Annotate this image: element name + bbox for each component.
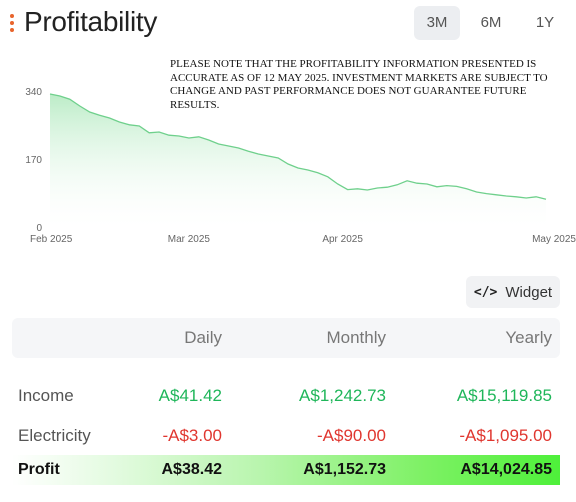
- table-header: Daily Monthly Yearly: [12, 318, 560, 358]
- chart-svg: 0 170 340 Feb 2025 Mar 2025 Apr 2025 May 2025: [25, 87, 576, 245]
- profit-yearly: A$14,024.85: [460, 461, 552, 478]
- row-label: Income: [18, 386, 74, 405]
- x-axis-ticks: Feb 2025 Mar 2025 Apr 2025 May 2025: [30, 234, 576, 245]
- row-label: Electricity: [18, 426, 91, 445]
- profit-daily: A$38.42: [161, 461, 223, 478]
- widget-button[interactable]: </> Widget: [466, 276, 560, 308]
- income-yearly: A$15,119.85: [456, 386, 552, 405]
- column-header-daily: Daily: [184, 328, 222, 347]
- tab-6m[interactable]: 6M: [480, 14, 502, 31]
- table-row-electricity: Electricity -A$3.00 -A$90.00 -A$1,095.00: [12, 418, 560, 452]
- y-tick-label: 0: [36, 223, 42, 234]
- x-tick-label: Feb 2025: [30, 234, 73, 245]
- income-daily: A$41.42: [158, 386, 222, 405]
- income-monthly: A$1,242.73: [299, 386, 386, 405]
- y-tick-label: 340: [25, 87, 42, 98]
- x-tick-label: May 2025: [532, 234, 576, 245]
- electricity-yearly: -A$1,095.00: [459, 426, 552, 445]
- code-icon: </>: [473, 284, 498, 300]
- profitability-chart: 0 170 340 Feb 2025 Mar 2025 Apr 2025 May 2025: [0, 80, 576, 250]
- row-label: Profit: [18, 461, 60, 478]
- profit-monthly: A$1,152.73: [303, 461, 386, 478]
- electricity-monthly: -A$90.00: [317, 426, 386, 445]
- disclaimer-text: PLEASE NOTE THAT THE PROFITABILITY INFOR…: [170, 58, 548, 111]
- kebab-menu-icon[interactable]: [10, 14, 16, 34]
- y-axis-ticks: 0 170 340: [25, 87, 42, 234]
- table-row-income: Income A$41.42 A$1,242.73 A$15,119.85: [12, 378, 560, 412]
- x-tick-label: Apr 2025: [322, 234, 363, 245]
- table-row-profit: Profit A$38.42 A$1,152.73 A$14,024.85: [12, 455, 560, 485]
- chart-area: [50, 94, 546, 228]
- column-header-yearly: Yearly: [505, 328, 552, 347]
- header: Profitability 3M 6M 1Y: [0, 0, 576, 48]
- page-title: Profitability: [24, 6, 158, 37]
- tab-3m[interactable]: 3M: [414, 6, 460, 40]
- tab-1y[interactable]: 1Y: [535, 14, 555, 31]
- column-header-monthly: Monthly: [326, 328, 386, 347]
- widget-button-label: Widget: [505, 283, 553, 301]
- electricity-daily: -A$3.00: [162, 426, 222, 445]
- chart-line: [49, 93, 547, 200]
- x-tick-label: Mar 2025: [168, 234, 211, 245]
- range-tabs: 3M 6M 1Y: [414, 6, 576, 40]
- y-tick-label: 170: [25, 155, 42, 166]
